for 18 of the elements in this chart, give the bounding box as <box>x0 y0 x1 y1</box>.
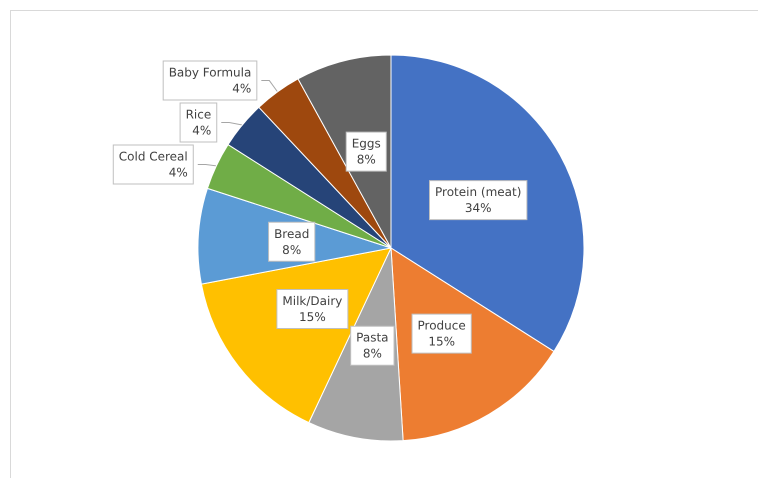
slice-label: Eggs <box>352 136 381 151</box>
slice-label: Bread <box>274 226 310 241</box>
data-label: 8% <box>356 152 376 167</box>
slice-label: Rice <box>186 108 212 122</box>
data-label: 34% <box>464 201 492 216</box>
data-label: 8% <box>282 242 302 257</box>
data-label: 4% <box>232 82 252 96</box>
data-label: 15% <box>299 310 326 324</box>
slice-label: Protein (meat) <box>435 185 522 200</box>
slice-label: Milk/Dairy <box>282 294 342 308</box>
data-label: 4% <box>192 124 212 138</box>
slice-label: Produce <box>418 318 466 333</box>
slice-label: Baby Formula <box>168 66 252 80</box>
slice-label: Pasta <box>356 330 389 345</box>
data-label: 8% <box>362 346 382 361</box>
data-label: 4% <box>168 166 188 180</box>
data-label: 15% <box>428 334 455 349</box>
slice-label: Cold Cereal <box>118 150 188 164</box>
